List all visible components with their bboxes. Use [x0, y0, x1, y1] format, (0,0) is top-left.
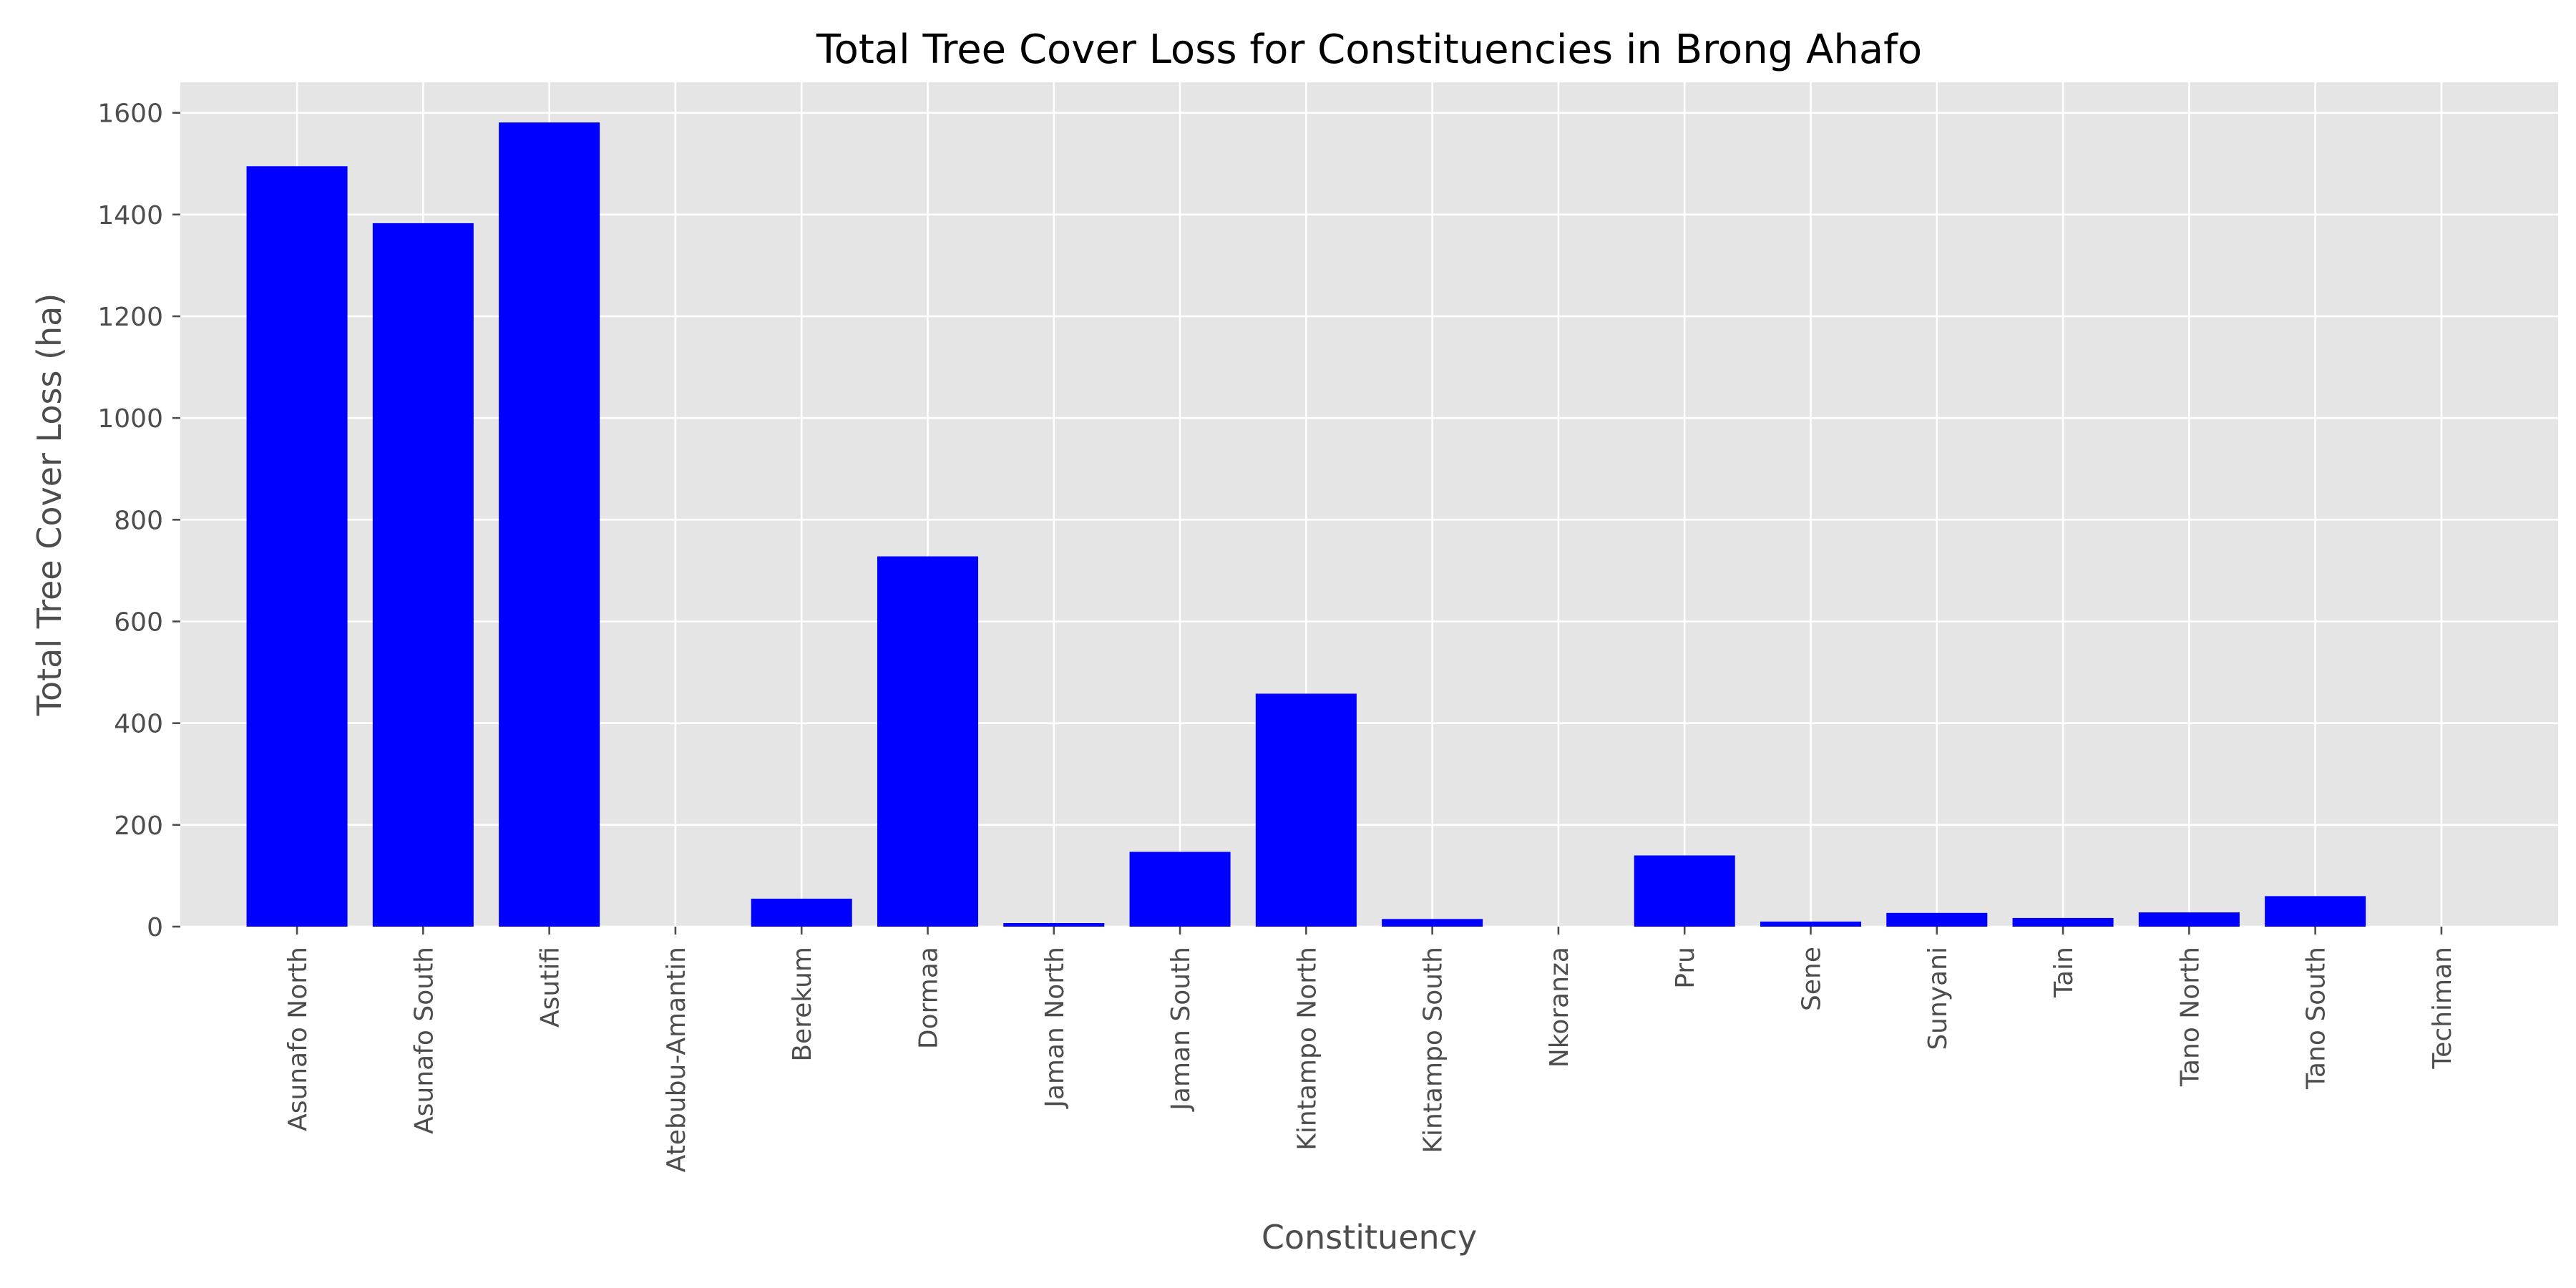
y-axis-label: Total Tree Cover Loss (ha) [30, 293, 69, 717]
bar-jaman-south [1129, 852, 1231, 927]
x-tick-label: Jaman South [1166, 947, 1196, 1112]
x-tick-label: Kintampo North [1292, 947, 1322, 1151]
x-tick-label: Kintampo South [1419, 947, 1448, 1153]
bar-tano-south [2265, 896, 2366, 927]
bar-asunafo-south [372, 223, 474, 927]
bar-tain [2012, 917, 2114, 927]
x-axis-ticks: Asunafo North Asunafo South Asutifi Atebubu… [283, 927, 2457, 1172]
y-tick-label: 800 [114, 506, 163, 535]
bar-pru [1634, 855, 1735, 927]
x-tick-label: Atebubu-Amantin [662, 947, 691, 1172]
x-tick-label: Asunafo North [283, 947, 313, 1131]
x-tick-label: Berekum [788, 947, 817, 1062]
y-tick-label: 400 [114, 710, 163, 739]
y-axis-ticks: 0 200 400 600 800 1000 1200 1400 1600 [97, 99, 180, 942]
bar-asunafo-north [246, 166, 348, 927]
y-tick-label: 1600 [97, 99, 163, 129]
bar-kintampo-south [1382, 919, 1483, 927]
x-tick-label: Sene [1797, 947, 1827, 1011]
bars [246, 122, 2366, 927]
y-tick-label: 1200 [97, 303, 163, 332]
x-tick-label: Tano North [2175, 947, 2205, 1087]
bar-sene [1760, 921, 1862, 927]
bar-sunyani [1886, 912, 1988, 927]
y-tick-label: 1000 [97, 404, 163, 434]
y-tick-label: 1400 [97, 201, 163, 230]
bar-dormaa [877, 556, 979, 927]
chart-title: Total Tree Cover Loss for Constituencies… [816, 26, 1922, 73]
x-tick-label: Asunafo South [409, 947, 439, 1134]
bar-jaman-north [1003, 923, 1105, 927]
x-tick-label: Jaman North [1040, 947, 1070, 1109]
x-tick-label: Tano South [2302, 947, 2331, 1090]
y-tick-label: 200 [114, 811, 163, 841]
bar-berekum [751, 898, 852, 927]
x-axis-label: Constituency [1262, 1218, 1477, 1257]
x-tick-label: Sunyani [1923, 947, 1953, 1050]
x-tick-label: Dormaa [914, 947, 943, 1049]
bar-tano-north [2138, 912, 2240, 927]
y-tick-label: 0 [147, 913, 163, 942]
y-tick-label: 600 [114, 608, 163, 637]
x-tick-label: Pru [1671, 947, 1700, 989]
x-tick-label: Techiman [2428, 947, 2457, 1070]
bar-asutifi [499, 122, 600, 927]
x-tick-label: Tain [2049, 947, 2079, 998]
x-tick-label: Nkoranza [1545, 947, 1574, 1068]
bar-kintampo-north [1255, 693, 1357, 927]
x-tick-label: Asutifi [536, 947, 565, 1028]
